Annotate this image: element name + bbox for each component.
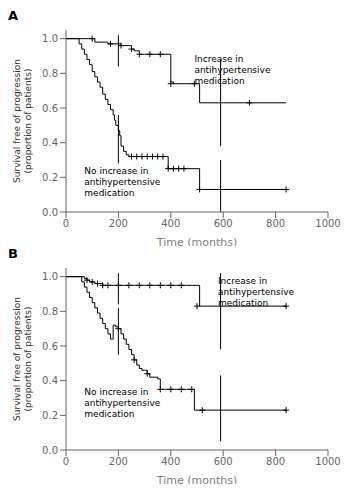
svg-text:400: 400 [161, 456, 180, 467]
svg-text:0: 0 [63, 218, 69, 229]
svg-text:0.8: 0.8 [42, 306, 58, 317]
svg-text:0.6: 0.6 [42, 341, 58, 352]
svg-text:Time (months): Time (months) [156, 236, 237, 246]
svg-text:No increase inantihypertensive: No increase inantihypertensivemedication [84, 166, 161, 198]
svg-text:1000: 1000 [315, 456, 340, 467]
svg-text:0.4: 0.4 [42, 137, 58, 148]
html-text:B: B [8, 246, 18, 261]
svg-text:800: 800 [266, 218, 285, 229]
svg-text:Increase inantihypertensivemed: Increase inantihypertensivemedication [194, 54, 271, 86]
svg-text:800: 800 [266, 456, 285, 467]
svg-text:0.2: 0.2 [42, 410, 58, 421]
svg-text:200: 200 [109, 456, 128, 467]
svg-text:1000: 1000 [315, 218, 340, 229]
svg-text:0.4: 0.4 [42, 375, 58, 386]
svg-text:0.0: 0.0 [42, 207, 58, 218]
svg-text:0.6: 0.6 [42, 103, 58, 114]
svg-text:No increase inantihypertensive: No increase inantihypertensivemedication [84, 387, 161, 419]
html-text:A: A [8, 8, 19, 23]
svg-text:600: 600 [214, 456, 233, 467]
svg-text:1.0: 1.0 [42, 33, 58, 44]
svg-text:Time (months): Time (months) [156, 474, 237, 484]
svg-text:600: 600 [214, 218, 233, 229]
svg-text:Increase inantihypertensivemed: Increase inantihypertensivemedication [218, 276, 295, 308]
svg-text:Survival free of progression(p: Survival free of progression(proportion … [12, 297, 33, 421]
svg-text:0.0: 0.0 [42, 445, 58, 456]
svg-text:1.0: 1.0 [42, 271, 58, 282]
svg-text:0.2: 0.2 [42, 172, 58, 183]
svg-text:Survival free of progression(p: Survival free of progression(proportion … [12, 59, 33, 183]
svg-text:400: 400 [161, 218, 180, 229]
svg-text:200: 200 [109, 218, 128, 229]
svg-text:0: 0 [63, 456, 69, 467]
svg-text:0.8: 0.8 [42, 68, 58, 79]
